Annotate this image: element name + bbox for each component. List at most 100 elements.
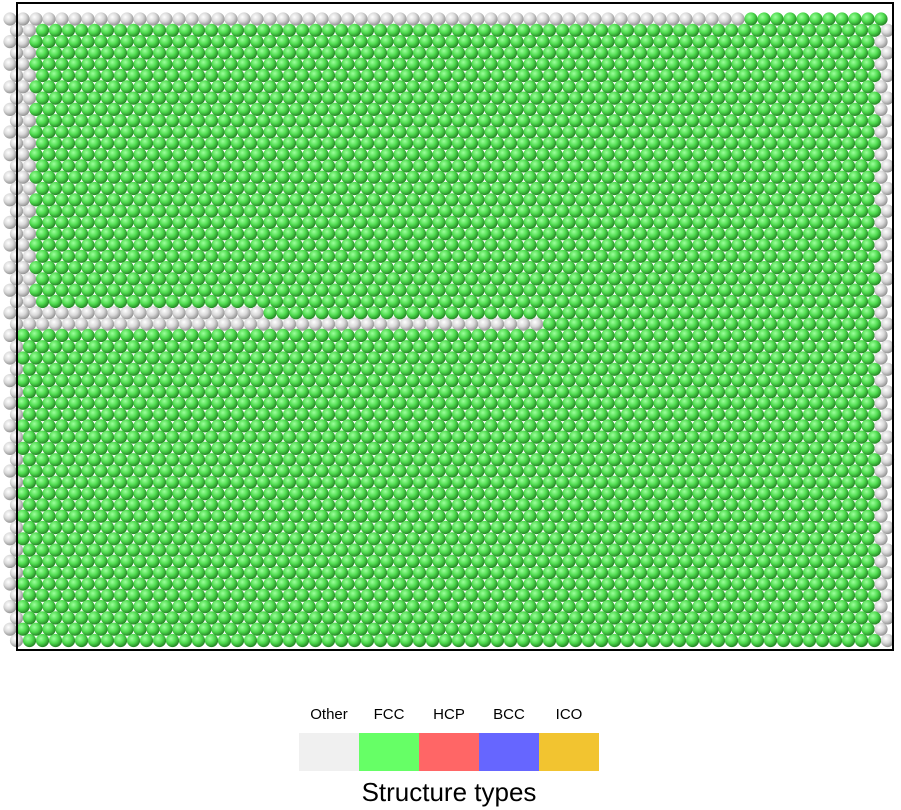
atom xyxy=(269,588,284,602)
atom xyxy=(451,430,466,444)
atom xyxy=(269,136,284,150)
atom xyxy=(198,80,212,94)
atom xyxy=(789,181,804,196)
atom xyxy=(724,114,739,128)
atom xyxy=(542,294,557,309)
atom xyxy=(373,543,388,557)
atom xyxy=(510,12,524,26)
atom xyxy=(302,261,316,275)
atom xyxy=(555,588,570,602)
atom xyxy=(120,487,134,501)
atom xyxy=(373,91,388,105)
atom xyxy=(848,57,862,71)
atom xyxy=(783,215,797,229)
atom xyxy=(373,453,388,467)
atom xyxy=(679,351,693,365)
atom xyxy=(516,46,531,60)
atom xyxy=(438,136,453,150)
atom xyxy=(191,294,206,309)
atom xyxy=(822,600,836,614)
atom xyxy=(230,204,245,218)
atom xyxy=(432,464,446,478)
atom xyxy=(438,68,453,83)
atom xyxy=(172,577,186,591)
atom xyxy=(133,12,147,26)
atom xyxy=(854,181,869,196)
atom xyxy=(94,419,108,433)
atom xyxy=(770,238,784,252)
atom xyxy=(282,159,297,173)
atom xyxy=(360,114,375,128)
atom xyxy=(646,475,661,489)
atom xyxy=(601,419,615,433)
atom xyxy=(178,362,193,376)
atom xyxy=(653,193,667,207)
atom xyxy=(35,181,50,196)
atom xyxy=(789,114,804,128)
atom xyxy=(198,600,212,614)
atom xyxy=(614,35,628,49)
atom xyxy=(490,68,505,83)
atom xyxy=(263,306,277,320)
atom xyxy=(731,80,745,94)
atom xyxy=(334,204,349,218)
atom xyxy=(640,102,654,116)
atom xyxy=(178,68,193,83)
atom xyxy=(835,102,849,116)
atom xyxy=(568,430,583,444)
atom xyxy=(458,35,472,49)
atom xyxy=(828,340,843,354)
atom xyxy=(146,600,160,614)
atom xyxy=(705,102,719,116)
atom xyxy=(347,407,362,422)
atom xyxy=(477,543,492,557)
atom xyxy=(360,611,375,625)
atom xyxy=(204,385,219,399)
atom xyxy=(211,261,225,275)
atom xyxy=(516,204,531,218)
atom xyxy=(588,622,602,636)
atom xyxy=(100,611,115,625)
atom xyxy=(42,554,56,569)
atom xyxy=(698,453,713,467)
atom xyxy=(542,588,557,602)
atom xyxy=(666,35,680,49)
atom xyxy=(347,453,362,467)
atom xyxy=(646,249,661,263)
atom xyxy=(133,80,147,94)
atom xyxy=(172,238,186,252)
atom xyxy=(399,317,414,331)
atom xyxy=(94,148,108,162)
atom xyxy=(94,600,108,614)
atom xyxy=(471,577,485,591)
atom xyxy=(536,441,550,455)
atom xyxy=(510,509,524,523)
atom xyxy=(48,46,63,60)
atom xyxy=(360,453,375,467)
atom xyxy=(172,419,186,433)
atom xyxy=(198,215,212,229)
atom xyxy=(555,23,570,37)
atom xyxy=(432,509,446,523)
atom xyxy=(55,306,69,320)
atom xyxy=(503,633,518,648)
atom xyxy=(822,328,836,342)
atom xyxy=(48,91,63,105)
atom xyxy=(523,328,537,342)
atom xyxy=(750,23,765,37)
atom xyxy=(724,498,739,512)
atom xyxy=(783,441,797,455)
atom xyxy=(802,498,817,512)
atom xyxy=(549,102,563,116)
atom xyxy=(165,68,180,83)
atom xyxy=(516,249,531,263)
atom xyxy=(412,633,427,648)
atom xyxy=(529,385,544,399)
atom xyxy=(659,294,674,309)
atom xyxy=(276,193,290,207)
atom xyxy=(854,46,869,60)
atom xyxy=(750,475,765,489)
atom xyxy=(445,102,459,116)
atom xyxy=(477,23,492,37)
atom xyxy=(256,520,271,535)
